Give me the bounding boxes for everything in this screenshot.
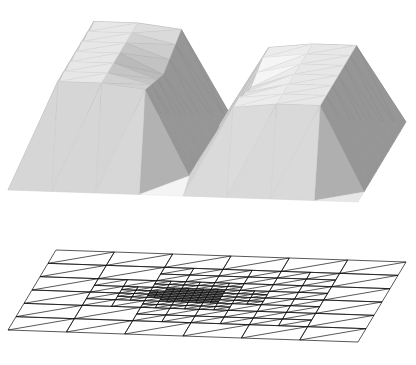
surface-facet [307,46,357,56]
surface [8,22,406,203]
surface-facet [58,73,108,83]
surface-facet [8,82,58,192]
ground-mesh [8,250,406,342]
surface-facet [183,108,233,198]
surface-chart [0,0,416,365]
surface-facet [88,23,138,33]
surface-facet [277,96,327,106]
surface-facet [271,106,321,201]
surface-facet [70,53,120,63]
surface-facet [102,73,152,85]
surface-facet [301,56,351,66]
surface-facet [82,33,132,43]
surface-facet [314,192,364,202]
surface-facet [314,106,364,201]
surface-facet [52,83,102,193]
surface-facet [227,104,277,199]
surface-facet [126,33,176,45]
surface-facet [283,86,333,96]
surface-facet [295,66,345,76]
surface-facet [289,76,339,86]
surface-facet [139,176,189,196]
plot-area [8,22,406,343]
surface-facet [76,43,126,53]
surface-facet [64,63,114,73]
surface-facet [96,90,146,195]
